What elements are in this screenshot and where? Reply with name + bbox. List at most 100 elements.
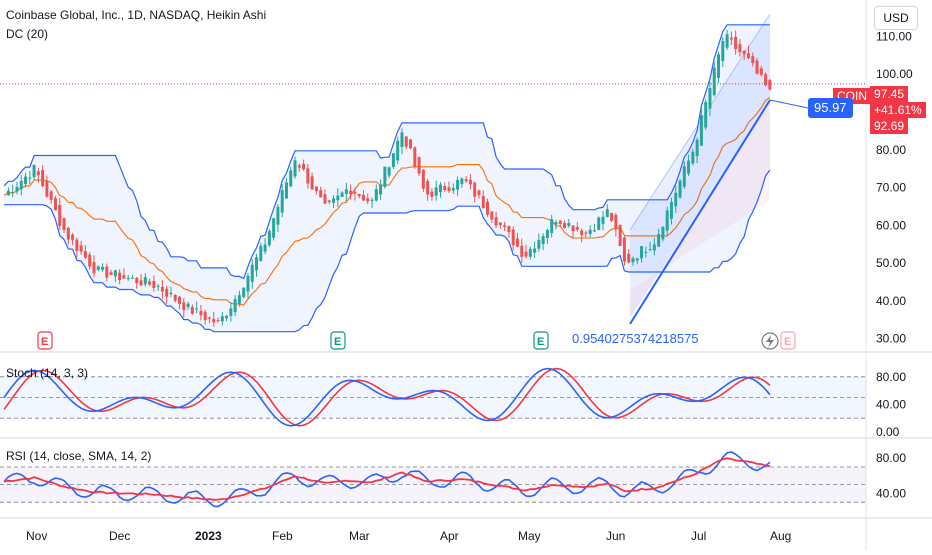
candle[interactable] (79, 245, 83, 252)
candle[interactable] (528, 248, 532, 257)
candle[interactable] (11, 192, 15, 194)
candle[interactable] (751, 56, 755, 64)
candle[interactable] (353, 191, 357, 194)
candle[interactable] (473, 182, 477, 197)
candle[interactable] (712, 67, 716, 96)
candle[interactable] (53, 198, 57, 211)
candle[interactable] (742, 50, 746, 55)
candle[interactable] (357, 193, 361, 197)
candle[interactable] (216, 320, 220, 322)
candle[interactable] (182, 302, 186, 311)
candle[interactable] (738, 44, 742, 53)
candle[interactable] (169, 292, 173, 295)
stoch-title[interactable]: Stoch (14, 3, 3) (6, 366, 89, 380)
candle[interactable] (614, 215, 618, 229)
candle[interactable] (674, 192, 678, 207)
candle[interactable] (340, 192, 344, 197)
earnings-marker[interactable] (780, 331, 796, 350)
candle[interactable] (126, 278, 130, 280)
candle[interactable] (165, 288, 169, 297)
candle[interactable] (255, 257, 259, 271)
candle[interactable] (62, 218, 66, 231)
candle[interactable] (550, 219, 554, 234)
candle[interactable] (302, 163, 306, 170)
candle[interactable] (203, 311, 207, 320)
candle[interactable] (691, 151, 695, 164)
candle[interactable] (259, 245, 263, 262)
earnings-marker[interactable] (533, 331, 549, 350)
candle[interactable] (426, 181, 430, 195)
cursor-price-tag[interactable]: 95.97 (808, 98, 853, 118)
candle[interactable] (250, 264, 254, 282)
candle[interactable] (417, 157, 421, 174)
indicator-title-dc[interactable]: DC (20) (6, 27, 49, 41)
candle[interactable] (122, 275, 126, 279)
candle[interactable] (464, 179, 468, 182)
candle[interactable] (263, 244, 267, 252)
candle[interactable] (88, 254, 92, 267)
candle[interactable] (571, 225, 575, 232)
candle[interactable] (575, 227, 579, 230)
candle[interactable] (652, 244, 656, 251)
candle[interactable] (413, 147, 417, 167)
candle[interactable] (430, 191, 434, 197)
candle[interactable] (669, 202, 673, 219)
candle[interactable] (627, 253, 631, 263)
candle[interactable] (520, 245, 524, 257)
candle[interactable] (152, 280, 156, 288)
candle[interactable] (447, 187, 451, 192)
candle[interactable] (297, 165, 301, 168)
candle[interactable] (468, 179, 472, 185)
candle[interactable] (139, 280, 143, 286)
candle[interactable] (622, 237, 626, 262)
candle[interactable] (477, 190, 481, 196)
candle[interactable] (332, 198, 336, 203)
candle[interactable] (396, 140, 400, 161)
candle[interactable] (323, 194, 327, 204)
lightning-icon[interactable] (761, 332, 779, 350)
candle[interactable] (554, 222, 558, 225)
candle[interactable] (15, 186, 19, 192)
candle[interactable] (391, 153, 395, 167)
candle[interactable] (310, 176, 314, 190)
candle[interactable] (580, 230, 584, 236)
candle[interactable] (105, 266, 109, 278)
candle[interactable] (443, 186, 447, 191)
candle[interactable] (704, 102, 708, 128)
candle[interactable] (687, 160, 691, 174)
candle[interactable] (24, 176, 28, 184)
candle[interactable] (764, 74, 768, 86)
candle[interactable] (32, 164, 36, 178)
candle[interactable] (83, 251, 87, 258)
candle[interactable] (533, 248, 537, 253)
candle[interactable] (327, 200, 331, 202)
candle[interactable] (635, 258, 639, 261)
candle[interactable] (729, 37, 733, 40)
candle[interactable] (225, 315, 229, 319)
candle[interactable] (349, 190, 353, 195)
candle[interactable] (610, 212, 614, 221)
candle[interactable] (597, 217, 601, 230)
candle[interactable] (148, 281, 152, 285)
candle[interactable] (387, 167, 391, 176)
candle[interactable] (293, 160, 297, 177)
candle[interactable] (678, 180, 682, 198)
candle[interactable] (661, 227, 665, 240)
candle[interactable] (648, 248, 652, 250)
candle[interactable] (541, 236, 545, 245)
candle[interactable] (592, 230, 596, 232)
candle[interactable] (101, 266, 105, 270)
candle[interactable] (49, 191, 53, 200)
candle[interactable] (721, 41, 725, 61)
currency-button[interactable]: USD (874, 6, 918, 30)
candle[interactable] (665, 210, 669, 231)
candle[interactable] (113, 270, 117, 277)
candle[interactable] (276, 206, 280, 225)
candle[interactable] (306, 168, 310, 184)
candle[interactable] (361, 194, 365, 201)
candle[interactable] (584, 232, 588, 234)
candle[interactable] (58, 205, 62, 226)
candle[interactable] (242, 287, 246, 298)
candle[interactable] (289, 170, 293, 187)
candle[interactable] (755, 60, 759, 74)
